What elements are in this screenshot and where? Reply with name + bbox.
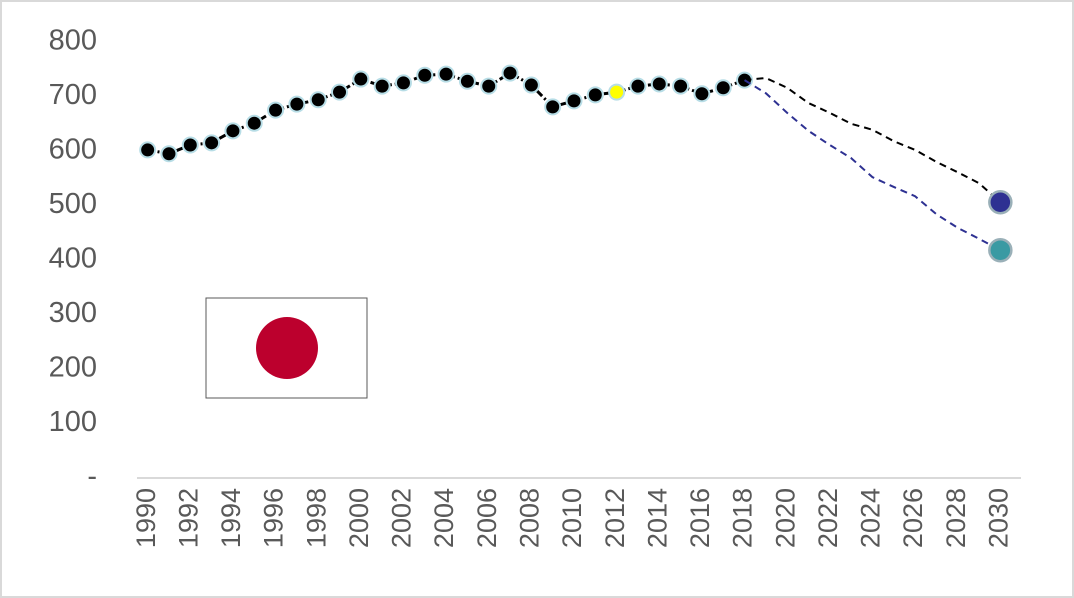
data-point (352, 70, 370, 88)
data-point (373, 77, 391, 95)
x-tick-label: 2002 (387, 488, 417, 548)
x-tick-label: 2026 (898, 488, 928, 548)
data-point (629, 77, 647, 95)
data-point (160, 145, 178, 163)
data-point (288, 95, 306, 113)
data-point (672, 77, 690, 95)
x-tick-label: 1994 (216, 488, 246, 548)
data-point (203, 134, 221, 152)
y-tick-label: 600 (49, 134, 97, 166)
data-point (458, 72, 476, 90)
x-tick-label: 2024 (856, 488, 886, 548)
x-tick-label: 1996 (259, 488, 289, 548)
data-point (309, 91, 327, 109)
data-point (586, 86, 604, 104)
data-point (650, 75, 668, 93)
x-tick-label: 2006 (472, 488, 502, 548)
x-tick-label: 2004 (429, 488, 459, 548)
x-tick-label: 2028 (941, 488, 971, 548)
data-point (394, 74, 412, 92)
data-point (416, 66, 434, 84)
data-point (181, 136, 199, 154)
data-point (714, 79, 732, 97)
y-tick-label: 400 (49, 243, 97, 275)
data-point (437, 65, 455, 83)
x-tick-label: 2012 (600, 488, 630, 548)
x-tick-label: 2000 (344, 488, 374, 548)
japan-flag (205, 297, 368, 399)
data-point (245, 114, 263, 132)
x-tick-label: 1992 (173, 488, 203, 548)
data-point (267, 101, 285, 119)
x-tick-label: 2016 (685, 488, 715, 548)
data-point (331, 83, 349, 101)
data-point (565, 92, 583, 110)
y-tick-label: 100 (49, 406, 97, 438)
data-point (224, 122, 242, 140)
y-tick-label: 800 (49, 25, 97, 57)
end-point (988, 189, 1013, 215)
series-line (744, 79, 1001, 252)
x-tick-label: 2020 (770, 488, 800, 548)
data-point (480, 77, 498, 95)
y-tick-label: 300 (49, 297, 97, 329)
x-tick-label: 2030 (983, 488, 1013, 548)
data-point (693, 85, 711, 103)
x-tick-label: 2014 (642, 488, 672, 548)
data-point (522, 76, 540, 94)
x-tick-label: 1990 (131, 488, 161, 548)
end-point (988, 237, 1013, 263)
x-tick-label: 2010 (557, 488, 587, 548)
x-tick-label: 1998 (301, 488, 331, 548)
y-tick-label: 700 (49, 79, 97, 111)
data-point (139, 141, 157, 159)
data-point (501, 64, 519, 82)
data-point (544, 98, 562, 116)
y-tick-label: 500 (49, 188, 97, 220)
y-tick-label: - (87, 461, 97, 493)
data-point (608, 83, 626, 101)
y-tick-label: 200 (49, 352, 97, 384)
x-tick-label: 2008 (514, 488, 544, 548)
x-tick-label: 2022 (813, 488, 843, 548)
x-tick-label: 2018 (728, 488, 758, 548)
